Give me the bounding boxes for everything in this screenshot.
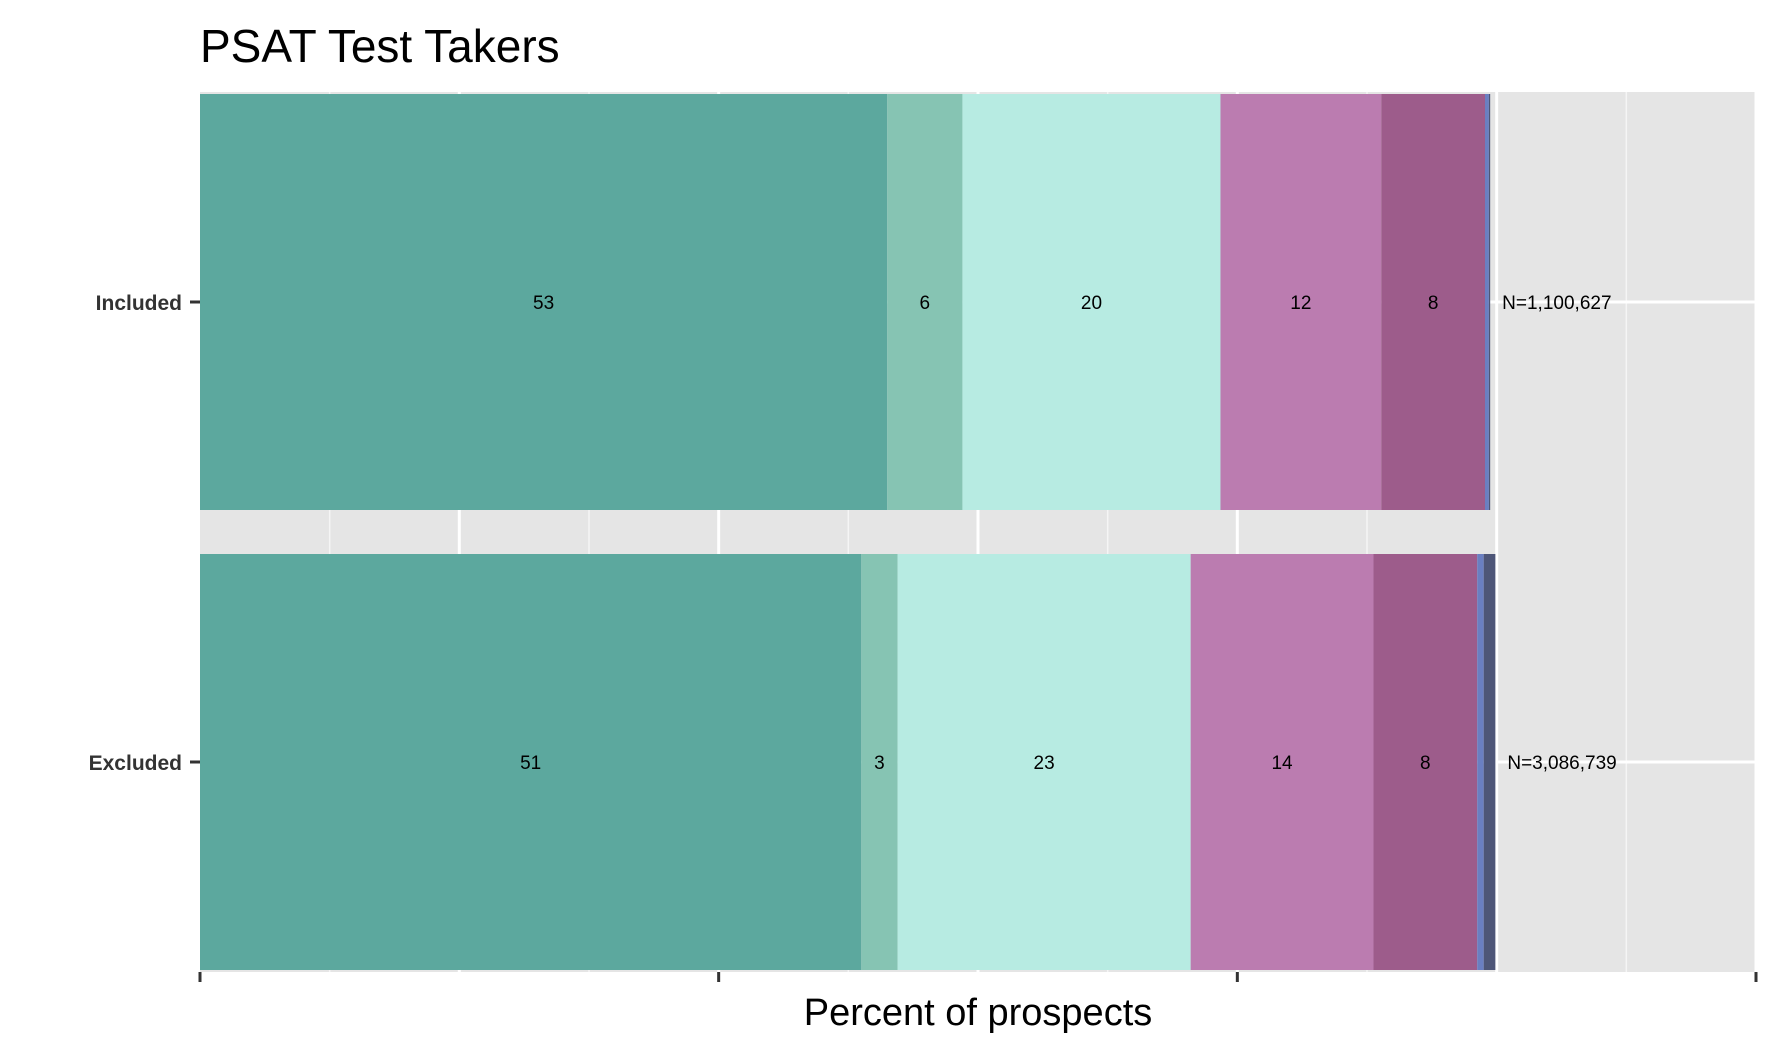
bar-segment-2-2 xyxy=(861,554,898,970)
bar-segment-1-6 xyxy=(1484,94,1489,510)
chart-title: PSAT Test Takers xyxy=(200,20,560,72)
bar-segment-2-6 xyxy=(1477,554,1484,970)
bar-segment-1-7 xyxy=(1488,94,1491,510)
bar-segment-2-7 xyxy=(1483,554,1496,970)
bar-value-label: 20 xyxy=(1081,293,1102,314)
y-axis-category-label: Excluded xyxy=(89,752,182,775)
bar-value-label: 51 xyxy=(520,753,541,774)
y-axis-category-label: Included xyxy=(96,292,182,315)
bar-value-label: 12 xyxy=(1290,293,1311,314)
bar-segment-2-5 xyxy=(1373,554,1478,970)
bar-segment-1-3 xyxy=(962,94,1221,510)
bars xyxy=(200,94,1496,970)
axes: Included Excluded xyxy=(89,292,1758,982)
x-axis-title: Percent of prospects xyxy=(804,992,1153,1034)
bar-value-label: 6 xyxy=(920,293,931,314)
bar-segment-1-2 xyxy=(887,94,963,510)
sample-size-label: N=1,100,627 xyxy=(1502,293,1611,314)
bar-segment-1-5 xyxy=(1381,94,1485,510)
bar-segment-1-1 xyxy=(200,94,888,510)
bar-value-label: 8 xyxy=(1428,293,1439,314)
bar-segment-1-4 xyxy=(1220,94,1382,510)
bar-labels: 53 6 20 12 8 51 3 23 14 8 N=1,100,627 N=3,086,739 xyxy=(520,293,1617,774)
bar-value-label: 23 xyxy=(1034,753,1055,774)
bar-segment-2-4 xyxy=(1190,554,1374,970)
bar-value-label: 53 xyxy=(533,293,554,314)
sample-size-label: N=3,086,739 xyxy=(1507,753,1616,774)
bar-segment-2-1 xyxy=(200,554,862,970)
bar-value-label: 3 xyxy=(874,753,885,774)
bar-value-label: 8 xyxy=(1420,753,1431,774)
bar-segment-2-3 xyxy=(897,554,1191,970)
bar-value-label: 14 xyxy=(1271,753,1293,774)
